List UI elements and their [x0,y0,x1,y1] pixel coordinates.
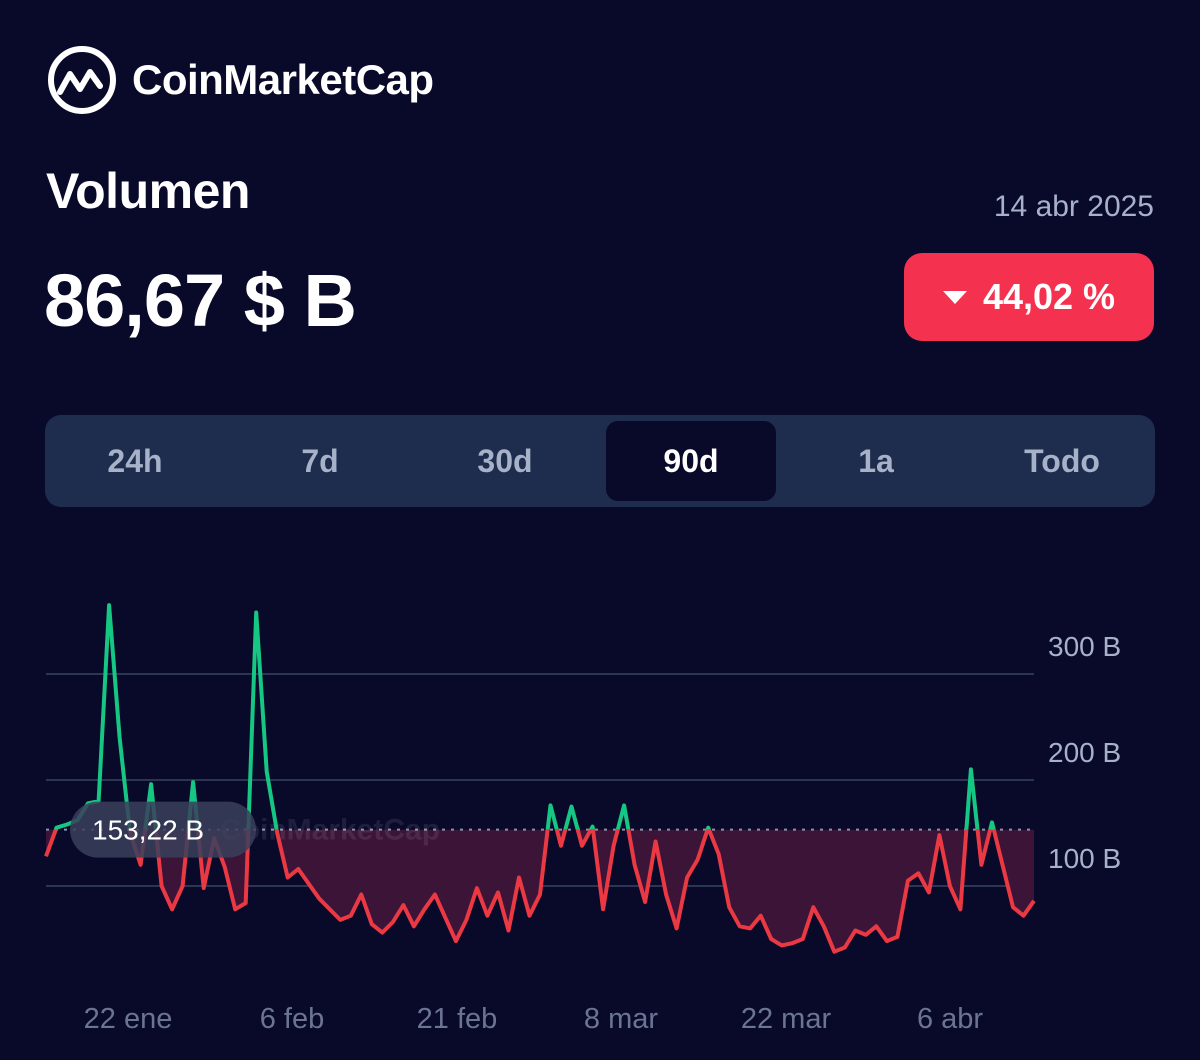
baseline-pill [70,801,256,858]
change-badge: 44,02 % [904,253,1154,341]
brand[interactable]: CoinMarketCap [46,44,434,116]
page-title: Volumen [46,163,250,219]
tab-1a[interactable]: 1a [858,442,894,479]
x-tick-label: 8 mar [584,1003,658,1035]
y-tick-label: 100 B [1048,843,1121,874]
baseline-label: 153,22 B [70,801,256,858]
x-tick-label: 6 abr [917,1003,983,1035]
date-label: 14 abr 2025 [993,190,1154,223]
down-triangle-icon [942,290,967,304]
volume-chart-svg: CoinMarketCap 300 B 200 B 100 B 22 ene 6 fe… [44,603,1121,1035]
y-tick-label: 200 B [1048,737,1121,768]
tab-24h[interactable]: 24h [107,442,163,479]
chart-watermark: CoinMarketCap [220,814,440,847]
volume-chart[interactable]: CoinMarketCap 300 B 200 B 100 B 22 ene 6 fe… [0,540,1200,1060]
change-percent: 44,02 % [982,276,1116,317]
x-axis-ticks: 22 ene 6 feb 21 feb 8 mar 22 mar 6 abr [84,1003,984,1035]
volume-value: 86,67 $ B [44,259,357,342]
coinmarketcap-logo-icon [48,46,116,114]
y-tick-label: 300 B [1048,631,1121,662]
baseline-value-label: 153,22 B [92,815,204,846]
tab-30d[interactable]: 30d [477,442,533,479]
tab-todo[interactable]: Todo [1024,442,1100,479]
brand-name: CoinMarketCap [132,56,434,103]
area-fill-below [46,829,1034,952]
x-tick-label: 6 feb [260,1003,325,1035]
y-axis-ticks: 300 B 200 B 100 B [1048,631,1121,874]
x-tick-label: 21 feb [417,1003,498,1035]
tab-7d[interactable]: 7d [301,442,339,479]
tab-90d[interactable]: 90d [606,421,776,501]
x-tick-label: 22 mar [741,1003,832,1035]
range-tabs: 24h 7d 30d 90d 1a Todo [45,415,1155,507]
x-tick-label: 22 ene [84,1003,173,1035]
